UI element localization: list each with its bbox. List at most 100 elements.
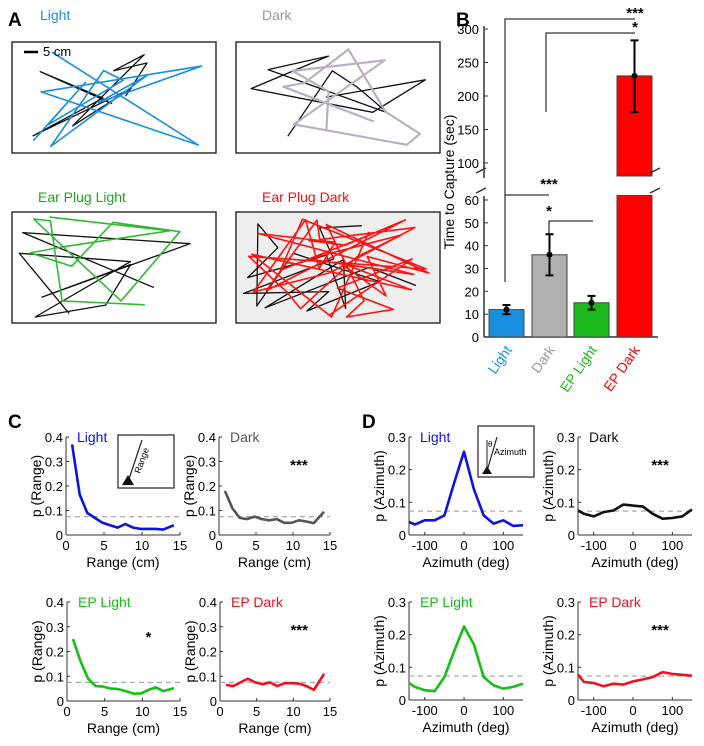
subplot-ep-dark: 0 5 10 15 0 0.1 0.2 0.3 0.4 Range (cm) p (Range) EP… [182,594,337,736]
data-line [225,673,326,692]
y-tick-label: 0.1 [557,660,575,675]
y-tick-label: 100 [457,156,479,171]
x-tick-label: 15 [173,704,187,719]
x-axis-label: Range (cm) [87,720,160,736]
mean-dot [588,299,595,306]
x-tick-label: 15 [323,704,337,719]
panel-b-bar-chart: 0 10 20 30 40 50 60 100 150 200 250 300 Time to Capt… [441,5,661,395]
x-tick-label: EP Dark [600,342,643,394]
subplot-ep-light: 0 5 10 15 0 0.1 0.2 0.3 0.4 Range (cm) p (Range) EP… [29,594,187,736]
x-axis-label: Range (cm) [86,554,159,570]
mouse-icon [122,475,134,485]
subplot-title: EP Dark [231,594,284,610]
y-tick-label: 0.2 [45,479,63,494]
subplot-title: Light [420,429,450,445]
significance-label: *** [290,457,308,474]
subplot-light: -100 0 100 0 0.1 0.2 0.3 Azimuth (deg) p (Azimut… [371,429,524,570]
x-tick-label: -100 [412,538,438,553]
x-tick-label: 100 [492,538,514,553]
y-tick-label: 0.2 [46,645,64,660]
mean-dot [503,306,510,313]
y-axis-label: Time to Capture (sec) [441,115,457,250]
x-axis-label: Range (cm) [238,720,311,736]
arena-box [235,41,441,154]
x-tick-label: -100 [581,538,607,553]
y-tick-label: 0.3 [388,430,406,445]
y-tick-label: 0.2 [388,463,406,478]
y-tick-label: 0.3 [199,620,217,635]
subplot-title: EP Light [78,594,131,610]
x-tick-label: 100 [661,703,683,718]
y-tick-label: 0.1 [557,495,575,510]
y-tick-label: 0.4 [45,430,63,445]
y-axis-label: p (Azimuth) [540,615,556,687]
x-tick-label: 15 [323,538,337,553]
x-tick-label: 5 [101,704,108,719]
axis-break-mark [475,167,487,174]
x-axis-label: Azimuth (deg) [591,554,678,570]
significance-label: * [546,203,552,220]
subplot-ep-light: -100 0 100 0 0.1 0.2 0.3 Azimuth (deg) p (Azimut… [371,594,524,735]
y-tick-label: 0 [399,528,406,543]
x-tick-label: 0 [629,538,636,553]
y-tick-label: 0.3 [45,455,63,470]
subplot-dark: -100 0 100 0 0.1 0.2 0.3 Azimuth (deg) p (Azimut… [540,429,693,570]
x-tick-label: 5 [100,538,107,553]
subplot-title: EP Dark [589,594,642,610]
arena-title: Ear Plug Light [38,189,126,205]
y-tick-label: 0 [399,693,406,708]
arena-title: Ear Plug Dark [262,189,350,205]
x-tick-label: 10 [135,538,149,553]
subplot-title: EP Light [420,594,473,610]
x-tick-label: 10 [135,704,149,719]
significance-label: *** [651,457,669,474]
y-tick-label: 10 [465,307,479,322]
x-tick-label: 100 [661,538,683,553]
y-tick-label: 20 [465,284,479,299]
x-tick-label: 100 [492,703,514,718]
y-tick-label: 0.4 [199,595,217,610]
axis-break-mark [649,187,661,194]
panel-label-c: C [8,412,22,433]
y-tick-label: 0 [209,528,216,543]
range-arrow [127,439,143,483]
subplot-title: Light [77,429,107,445]
y-tick-label: 0.1 [199,669,217,684]
x-tick-label: -100 [412,703,438,718]
y-tick-label: 300 [457,22,479,37]
y-axis-label: p (Azimuth) [371,615,387,687]
y-tick-label: 0 [568,693,575,708]
subplot-light: 0 5 10 15 0 0.1 0.2 0.3 0.4 Range (cm) p (Range) Li… [28,429,187,570]
y-tick-label: 40 [465,239,479,254]
significance-label: *** [626,5,644,22]
y-tick-label: 0.3 [198,455,216,470]
trajectory [248,218,430,318]
subplot-title: Dark [589,429,620,445]
arena-box [11,211,217,324]
y-tick-label: 0.2 [557,463,575,478]
data-line [70,444,175,531]
y-tick-label: 0.3 [388,595,406,610]
panel-label-d: D [362,412,376,433]
significance-label: * [632,19,638,36]
significance-bracket [545,32,635,112]
x-tick-label: -100 [581,703,607,718]
x-tick-label: Light [484,342,515,376]
data-line [576,670,693,688]
y-tick-label: 0.2 [198,479,216,494]
y-tick-label: 150 [457,123,479,138]
mouse-icon [482,466,492,474]
y-tick-label: 30 [465,262,479,277]
data-line [223,490,326,525]
data-line [408,625,524,693]
panel-a-trajectories: Light Dark Ear Plug Light Ear Plug Dark 5 cm [11,7,441,324]
x-tick-label: 0 [629,703,636,718]
y-tick-label: 0.3 [557,595,575,610]
y-tick-label: 0 [57,694,64,709]
mean-dot [631,72,638,79]
panel-label-b: B [456,10,470,31]
arena-title: Dark [262,7,293,23]
y-tick-label: 250 [457,56,479,71]
theta-symbol: θ [488,440,493,449]
